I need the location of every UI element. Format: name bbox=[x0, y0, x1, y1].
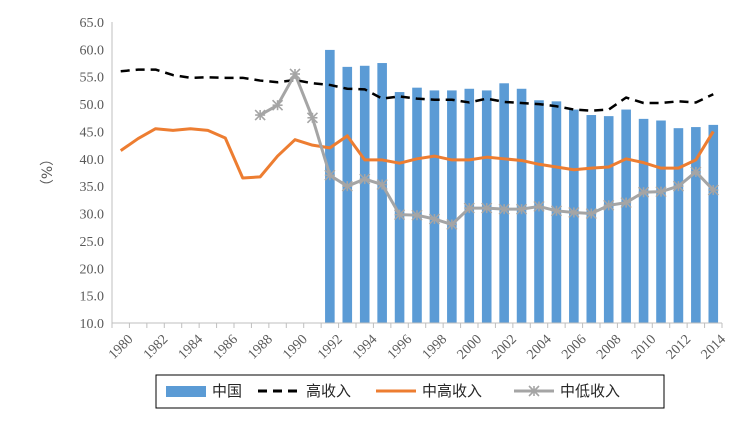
bar-1993 bbox=[342, 66, 353, 323]
x-tick-label: 2000 bbox=[455, 332, 485, 362]
series-3-marker-2004 bbox=[533, 200, 545, 212]
series-3-marker-1990 bbox=[289, 68, 301, 80]
series-3-marker-2005 bbox=[550, 205, 562, 217]
x-tick-label: 2004 bbox=[524, 332, 554, 362]
series-3-marker-2008 bbox=[603, 199, 615, 211]
y-tick-label: 55.0 bbox=[80, 71, 105, 86]
x-tick-label: 2012 bbox=[664, 332, 694, 362]
legend-item-2: 中高收入 bbox=[376, 382, 482, 400]
bar-1996 bbox=[394, 92, 405, 324]
series-3-marker-2014 bbox=[707, 184, 719, 196]
series-3-marker-2000 bbox=[463, 202, 475, 214]
series-3-marker-1997 bbox=[411, 209, 423, 221]
series-3-marker-2007 bbox=[585, 207, 597, 220]
x-tick-label: 1992 bbox=[315, 332, 345, 362]
axes-layer bbox=[111, 22, 723, 328]
y-tick-labels: 10.0 15.0 20.0 25.0 30.0 35.0 40.0 45.0 50.0 55.0… bbox=[80, 16, 105, 332]
bar-1992 bbox=[325, 49, 335, 323]
bar-2008 bbox=[603, 116, 614, 323]
y-tick-label: 40.0 bbox=[80, 153, 105, 168]
series-3-marker-2012 bbox=[672, 180, 684, 192]
x-tick-label: 1982 bbox=[141, 332, 171, 362]
x-tick-labels: 1980 1982 1984 1986 1988 1990 1992 1994 1996 1998… bbox=[106, 332, 729, 362]
y-tick-label: 50.0 bbox=[80, 98, 105, 113]
x-tick-label: 1998 bbox=[420, 332, 450, 362]
series-3-marker-1998 bbox=[428, 213, 440, 225]
x-tick-label: 2002 bbox=[489, 332, 519, 362]
series-3-marker-2009 bbox=[620, 197, 632, 209]
bar-1999 bbox=[447, 90, 457, 323]
bar-2014 bbox=[708, 124, 719, 324]
series-3-marker-2003 bbox=[516, 203, 528, 215]
x-tick-label: 1980 bbox=[106, 332, 136, 362]
series-line-1 bbox=[120, 68, 714, 112]
legend-label-2: 中高收入 bbox=[422, 382, 482, 400]
series-3-marker-1993 bbox=[341, 180, 353, 192]
y-tick-label: 45.0 bbox=[80, 125, 105, 140]
series-3-marker-1995 bbox=[376, 178, 388, 191]
x-tick-label: 2010 bbox=[629, 332, 659, 362]
x-tick-label: 1984 bbox=[176, 332, 206, 362]
legend-marker-3 bbox=[528, 385, 540, 397]
bar-1997 bbox=[412, 87, 422, 323]
series-3-marker-2006 bbox=[568, 206, 580, 219]
x-tick-label: 2006 bbox=[559, 332, 589, 362]
legend-label-0: 中国 bbox=[212, 382, 242, 400]
y-tick-label: 25.0 bbox=[80, 235, 105, 250]
bar-2011 bbox=[656, 120, 666, 323]
series-line-2 bbox=[119, 127, 715, 180]
bar-2007 bbox=[586, 115, 597, 323]
legend-label-1: 高收入 bbox=[306, 382, 351, 400]
bar-1995 bbox=[377, 63, 387, 323]
bar-2010 bbox=[638, 118, 649, 323]
x-tick-label: 1990 bbox=[280, 332, 310, 362]
bar-1998 bbox=[429, 90, 440, 323]
bar-2004 bbox=[534, 100, 544, 323]
series-3-marker-1992 bbox=[324, 169, 336, 181]
series-3-marker-1994 bbox=[359, 173, 371, 185]
y-tick-label: 30.0 bbox=[80, 208, 105, 223]
y-tick-label: 65.0 bbox=[80, 16, 105, 31]
y-tick-label: 15.0 bbox=[80, 290, 105, 305]
x-tick-label: 1986 bbox=[211, 332, 241, 362]
x-tick-label: 2008 bbox=[594, 332, 624, 362]
series-3-marker-1996 bbox=[394, 209, 406, 221]
legend-item-0: 中国 bbox=[166, 382, 242, 400]
x-tick-label: 2014 bbox=[699, 332, 729, 362]
x-tick-label: 1996 bbox=[385, 332, 415, 362]
lines-layer bbox=[119, 68, 719, 231]
legend: 中国 高收入 中高收入 中低收入 bbox=[155, 374, 665, 409]
series-3-marker-1989 bbox=[272, 99, 284, 111]
series-3-marker-1988 bbox=[254, 109, 266, 121]
y-tick-label: 35.0 bbox=[80, 180, 105, 195]
y-tick-label: 20.0 bbox=[80, 262, 105, 277]
legend-swatch-0 bbox=[166, 386, 206, 397]
bar-1994 bbox=[359, 65, 370, 324]
legend-item-1: 高收入 bbox=[258, 382, 351, 400]
bar-2002 bbox=[499, 83, 509, 323]
x-tick-label: 1988 bbox=[245, 332, 275, 362]
bar-2012 bbox=[673, 128, 684, 323]
legend-item-3: 中低收入 bbox=[514, 382, 620, 400]
y-axis-title: （%） bbox=[40, 152, 56, 193]
series-3-marker-2011 bbox=[655, 186, 667, 198]
y-tick-label: 60.0 bbox=[80, 43, 105, 58]
bar-2013 bbox=[691, 127, 701, 324]
legend-label-3: 中低收入 bbox=[560, 382, 620, 400]
series-3-marker-2001 bbox=[481, 202, 493, 214]
series-3-marker-2013 bbox=[690, 166, 702, 178]
series-3-marker-1991 bbox=[306, 112, 318, 124]
series-3-marker-2002 bbox=[498, 203, 510, 215]
series-3-marker-1999 bbox=[446, 218, 458, 231]
bar-2009 bbox=[621, 109, 631, 324]
series-3-marker-2010 bbox=[638, 186, 650, 198]
x-tick-label: 1994 bbox=[350, 332, 380, 362]
y-tick-label: 10.0 bbox=[80, 317, 105, 332]
